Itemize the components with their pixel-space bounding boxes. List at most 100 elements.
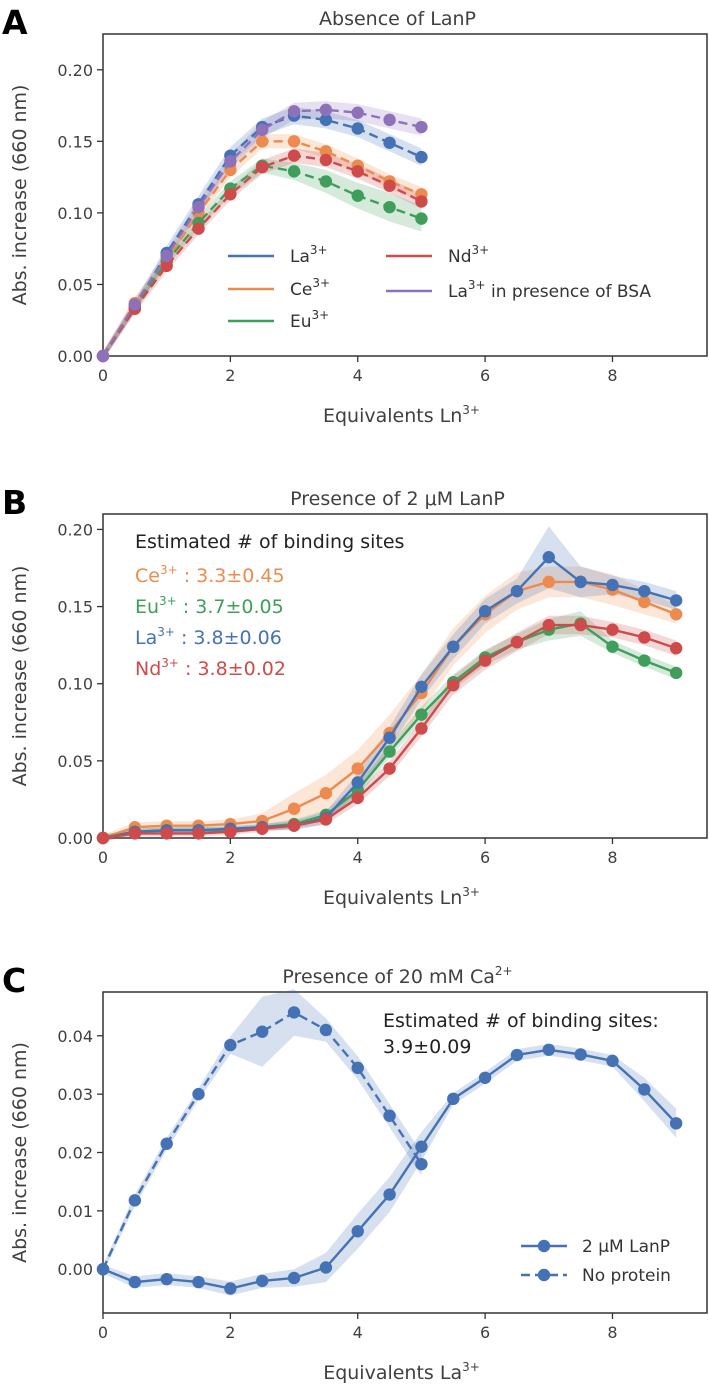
y-tick-label: 0.00 bbox=[57, 1260, 93, 1279]
legend-label: No protein bbox=[582, 1266, 671, 1286]
data-point-ce bbox=[319, 145, 333, 158]
y-axis-label: Abs. increase (660 nm) bbox=[9, 1042, 31, 1263]
data-point-la_bsa bbox=[351, 106, 364, 119]
data-point-la bbox=[574, 575, 587, 589]
data-point-noprotein bbox=[256, 1025, 269, 1038]
x-axis-label: Equivalents Ln3+ bbox=[323, 403, 480, 427]
data-point-nd bbox=[287, 819, 301, 832]
data-point-lanp bbox=[510, 1048, 524, 1062]
data-point-eu bbox=[638, 654, 651, 667]
panel-letter: C bbox=[2, 961, 26, 1000]
data-point-la bbox=[383, 731, 396, 744]
plot-frame bbox=[102, 33, 708, 357]
data-point-nd bbox=[96, 831, 110, 845]
series-band-eu bbox=[103, 158, 422, 361]
x-tick-label: 2 bbox=[225, 848, 235, 867]
y-tick-label: 0.10 bbox=[57, 675, 93, 694]
x-tick-label: 4 bbox=[353, 1323, 363, 1342]
data-point-lanp bbox=[224, 1282, 237, 1295]
data-point-noprotein bbox=[160, 1137, 173, 1150]
series-line-noprotein bbox=[101, 1011, 423, 1270]
data-point-nd bbox=[160, 259, 173, 273]
data-point-nd bbox=[224, 188, 237, 201]
data-point-nd bbox=[383, 762, 396, 775]
data-point-la_bsa bbox=[96, 349, 110, 363]
x-tick-label: 6 bbox=[480, 848, 490, 867]
data-point-nd bbox=[256, 160, 269, 174]
annotation-line: 3.9±0.09 bbox=[383, 1036, 471, 1058]
legend-label: Nd3+ bbox=[448, 243, 489, 267]
data-point-la bbox=[319, 113, 333, 127]
annotation-line: La3+ : 3.8±0.06 bbox=[135, 625, 282, 649]
data-point-eu bbox=[319, 175, 333, 188]
x-tick-label: 8 bbox=[607, 366, 617, 385]
data-point-la_bsa bbox=[160, 249, 173, 263]
legend-label: La3+ in presence of BSA bbox=[448, 278, 651, 302]
data-point-lanp bbox=[638, 1083, 651, 1096]
data-point-nd bbox=[415, 722, 428, 735]
data-point-lanp bbox=[160, 1272, 173, 1286]
annotation-title: Estimated # of binding sites bbox=[135, 531, 404, 553]
series-band-nd bbox=[103, 148, 422, 361]
data-point-nd bbox=[287, 149, 301, 162]
data-point-la_bsa bbox=[128, 298, 142, 311]
data-point-ce bbox=[287, 135, 301, 148]
x-axis-label: Equivalents Ln3+ bbox=[323, 885, 480, 909]
y-tick-label: 0.20 bbox=[57, 520, 93, 539]
data-point-ce bbox=[287, 802, 301, 815]
data-point-lanp bbox=[478, 1071, 492, 1084]
series-band-noprotein bbox=[103, 989, 422, 1274]
data-point-la_bsa bbox=[192, 200, 205, 214]
data-point-nd bbox=[606, 623, 619, 636]
data-point-ce bbox=[256, 135, 269, 148]
legend-label: La3+ bbox=[290, 243, 328, 267]
data-point-lanp bbox=[574, 1048, 587, 1061]
data-point-la bbox=[415, 150, 428, 164]
y-tick-label: 0.00 bbox=[57, 829, 93, 848]
data-point-noprotein bbox=[192, 1087, 205, 1101]
y-tick-label: 0.15 bbox=[57, 132, 93, 151]
x-axis-label: Equivalents La3+ bbox=[323, 1360, 480, 1384]
data-point-la bbox=[510, 584, 524, 598]
panel-c: C Presence of 20 mM Ca2+ 0 2 4 6 8 0.00 0.01 0.02… bbox=[2, 961, 708, 1384]
panel-b: B Presence of 2 μM LanP 0 2 4 6 8 0.00 0.05 0.10 0… bbox=[2, 483, 708, 909]
data-point-nd bbox=[319, 813, 333, 826]
data-point-la_bsa bbox=[256, 123, 269, 137]
data-point-nd bbox=[224, 825, 237, 839]
data-point-eu bbox=[606, 640, 619, 653]
series-band-ce bbox=[103, 566, 677, 842]
y-tick-label: 0.20 bbox=[57, 61, 93, 80]
data-point-la bbox=[383, 136, 396, 149]
series-band-nd bbox=[103, 615, 677, 842]
data-point-noprotein bbox=[287, 1006, 301, 1019]
data-point-la_bsa bbox=[287, 105, 301, 118]
annotation-line: Ce3+ : 3.3±0.45 bbox=[135, 563, 285, 587]
chart-title: Absence of LanP bbox=[319, 8, 476, 30]
data-point-ce bbox=[319, 787, 333, 800]
data-point-la bbox=[542, 551, 555, 564]
data-point-noprotein bbox=[96, 1263, 110, 1276]
data-point-nd bbox=[478, 654, 492, 667]
data-point-lanp bbox=[256, 1274, 269, 1288]
panel-letter: A bbox=[2, 3, 28, 42]
data-point-nd bbox=[192, 222, 205, 235]
data-point-nd bbox=[351, 165, 364, 178]
chart-title: Presence of 2 μM LanP bbox=[290, 488, 505, 510]
series-band-lanp bbox=[103, 1043, 677, 1296]
y-axis-label: Abs. increase (660 nm) bbox=[9, 85, 31, 306]
data-point-lanp bbox=[319, 1261, 333, 1274]
data-point-lanp bbox=[383, 1188, 396, 1201]
data-point-la bbox=[351, 122, 364, 135]
annotation-line: Eu3+ : 3.7±0.05 bbox=[135, 594, 284, 618]
y-tick-label: 0.15 bbox=[57, 598, 93, 617]
data-point-eu bbox=[415, 708, 428, 721]
y-tick-label: 0.04 bbox=[57, 1027, 93, 1046]
x-tick-label: 0 bbox=[98, 1323, 108, 1342]
y-tick-label: 0.01 bbox=[57, 1202, 93, 1221]
y-tick-label: 0.03 bbox=[57, 1085, 93, 1104]
x-tick-label: 4 bbox=[353, 366, 363, 385]
data-point-lanp bbox=[287, 1271, 301, 1285]
data-point-la_bsa bbox=[415, 120, 428, 134]
data-point-ce bbox=[351, 762, 364, 775]
